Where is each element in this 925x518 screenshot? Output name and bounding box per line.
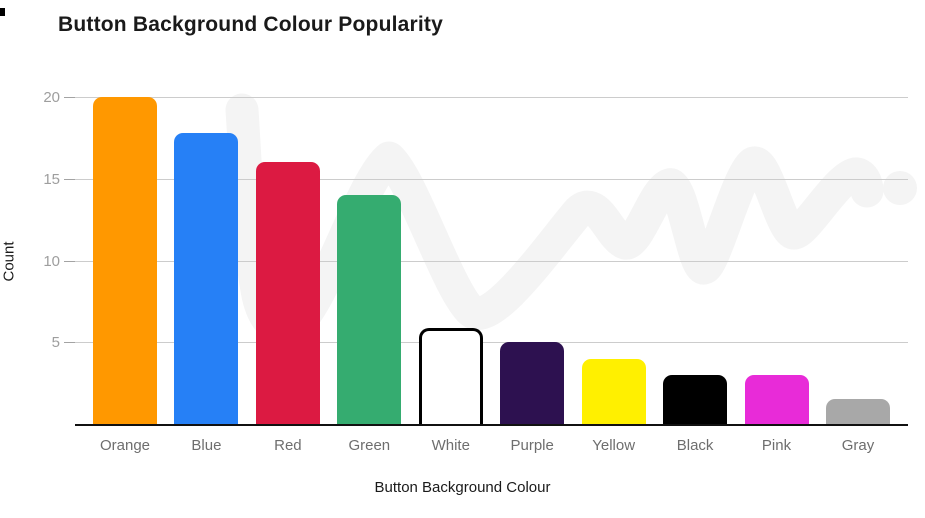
x-axis-line [75, 424, 908, 426]
y-tick-label-20: 20 [43, 89, 60, 106]
bar-orange[interactable] [93, 97, 157, 424]
y-tick-20 [64, 97, 75, 98]
category-label-yellow: Yellow [592, 437, 636, 454]
category-label-orange: Orange [99, 437, 151, 454]
screenshot-corner-artifact [0, 8, 5, 16]
category-label-red: Red [274, 437, 302, 454]
bar-pink[interactable] [744, 374, 809, 424]
bar-green[interactable] [337, 195, 402, 424]
category-label-green: Green [348, 437, 391, 454]
gridline-y-10 [75, 260, 908, 262]
x-axis-title: Button Background Colour [374, 479, 551, 496]
bar-gray[interactable] [825, 399, 890, 424]
bar-red[interactable] [255, 162, 320, 424]
category-label-pink: Pink [761, 437, 792, 454]
y-tick-label-15: 15 [43, 170, 60, 188]
y-tick-label-10: 10 [43, 252, 60, 270]
bar-black[interactable] [663, 374, 728, 424]
y-tick-5 [64, 342, 75, 344]
category-label-black: Black [676, 437, 714, 454]
category-label-white: White [431, 437, 470, 454]
bar-purple[interactable] [500, 342, 565, 424]
y-axis-title: Count [0, 241, 18, 282]
category-label-gray: Gray [841, 437, 875, 454]
chart-title: Button Background Colour Popularity [58, 13, 443, 36]
bar-yellow[interactable] [581, 358, 646, 424]
y-tick-15 [64, 178, 75, 180]
bar-white[interactable] [418, 327, 483, 424]
category-label-purple: Purple [510, 437, 554, 454]
y-tick-10 [64, 260, 75, 262]
gridline-y-5 [75, 342, 908, 344]
category-label-blue: Blue [191, 437, 222, 454]
gridline-y-20 [75, 97, 908, 98]
bar-blue[interactable] [174, 132, 239, 424]
y-tick-label-5: 5 [51, 334, 60, 352]
gridline-y-15 [75, 178, 908, 180]
